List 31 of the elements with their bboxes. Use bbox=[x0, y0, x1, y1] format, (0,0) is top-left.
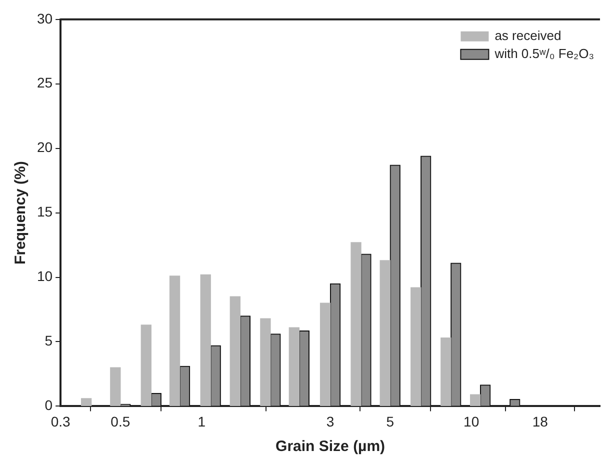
bar bbox=[410, 287, 422, 406]
y-tick-label: 15 bbox=[36, 204, 53, 220]
bar bbox=[200, 274, 211, 406]
x-axis-title: Grain Size (µm) bbox=[276, 438, 386, 456]
bar bbox=[260, 318, 271, 406]
y-tick-label: 5 bbox=[44, 332, 53, 349]
bar bbox=[110, 367, 121, 406]
x-tick-label: 3 bbox=[326, 413, 334, 430]
x-tick-label: 5 bbox=[386, 413, 394, 430]
x-tick-label: 1 bbox=[198, 413, 206, 430]
y-axis-title: Frequency (%) bbox=[12, 161, 30, 264]
bar bbox=[440, 338, 452, 406]
bar bbox=[169, 276, 180, 406]
x-tick-label: 18 bbox=[532, 413, 548, 430]
bar bbox=[350, 242, 362, 406]
bar bbox=[140, 324, 152, 406]
legend-label: with 0.5ʷ/₀ Fe₂O₃ bbox=[494, 46, 594, 61]
bar bbox=[380, 260, 390, 406]
bar bbox=[470, 394, 481, 406]
y-tick-label: 25 bbox=[36, 74, 53, 91]
x-tick-label: 0.3 bbox=[50, 413, 71, 430]
y-tick-label: 20 bbox=[36, 139, 53, 156]
x-tick-label: 10 bbox=[464, 413, 480, 430]
bar bbox=[80, 398, 92, 406]
y-tick-label: 0 bbox=[44, 397, 53, 414]
bar bbox=[230, 296, 241, 406]
y-tick-label: 10 bbox=[36, 268, 53, 284]
y-tick-label: 30 bbox=[36, 10, 53, 26]
legend-label: as received bbox=[494, 28, 562, 43]
x-tick-label: 0.5 bbox=[110, 413, 130, 430]
bar bbox=[320, 302, 331, 406]
